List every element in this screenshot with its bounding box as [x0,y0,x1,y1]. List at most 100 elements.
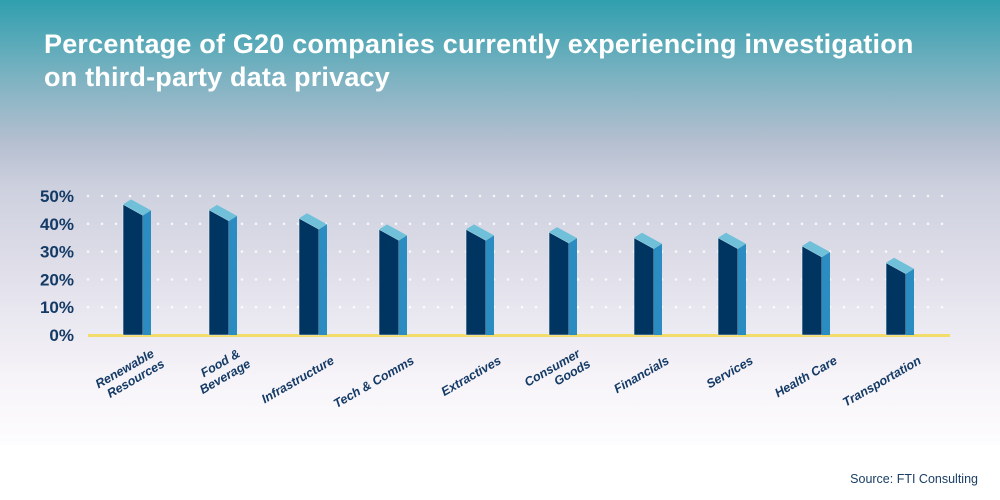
grid-dot [198,278,202,281]
grid-dot [590,222,594,226]
x-tick-label: Transportation [840,353,923,409]
grid-dot [436,305,440,309]
x-tick-label: Infrastructure [259,353,336,406]
grid-dot [674,222,678,226]
grid-dot [548,194,552,198]
grid-dot [352,305,356,309]
grid-dot [940,278,944,281]
grid-dot [940,305,944,309]
grid-dot [534,250,538,253]
grid-dot [646,222,650,226]
grid-dot [478,222,482,226]
grid-dot [506,194,510,198]
grid-dot [702,194,706,198]
grid-dot [856,222,860,226]
grid-dot [282,222,286,226]
grid-dot [898,222,902,226]
grid-dot [828,194,832,198]
grid-dot [296,305,300,309]
bar-top [123,199,151,216]
grid-dot [912,194,916,198]
grid-dot [100,250,104,253]
grid-dot [422,305,426,309]
grid-dot [114,250,118,253]
grid-dot [240,305,244,309]
bar-top [802,241,830,258]
grid-dot [842,194,846,198]
grid-dot [800,194,804,198]
grid-dot [870,250,874,253]
grid-dot [408,305,412,309]
grid-dot [772,305,776,309]
grid-dot [730,222,734,226]
grid-dot [618,278,622,281]
grid-dot [534,305,538,309]
grid-dot [86,222,90,226]
grid-dot [758,194,762,198]
grid-dot [856,305,860,309]
grid-dot [352,278,356,281]
grid-dot [254,305,258,309]
grid-dot [618,305,622,309]
grid-dot [674,278,678,281]
grid-dot [688,305,692,309]
grid-dot [338,250,342,253]
grid-dot [184,278,188,281]
grid-dot [422,278,426,281]
grid-dot [660,222,664,226]
grid-dot [674,250,678,253]
bar-side [143,210,151,335]
grid-dot [142,194,146,198]
grid-dot [492,194,496,198]
grid-dot [450,250,454,253]
grid-dot [926,250,930,253]
grid-dot [226,194,230,198]
grid-dot [268,250,272,253]
grid-dot [366,222,370,226]
bar-front [633,237,655,336]
bar-front [801,245,823,336]
grid-dot [86,278,90,281]
grid-dot [198,194,202,198]
grid-dot [660,194,664,198]
grid-dot [926,222,930,226]
bar-front [298,217,320,336]
grid-dot [268,222,272,226]
x-tick-label: Health Care [772,353,839,400]
x-tick-label: Services [704,353,756,391]
grid-dot [366,305,370,309]
grid-dot [940,194,944,198]
grid-dot [408,194,412,198]
bar-top [886,257,914,274]
y-tick-label: 40% [40,215,74,234]
grid-dot [282,278,286,281]
grid-dot [114,278,118,281]
bar-side [906,268,914,335]
bar-top [718,232,746,249]
grid-dot [898,194,902,198]
chart-title: Percentage of G20 companies currently ex… [44,29,914,92]
grid-dot [912,250,916,253]
grid-dot [114,222,118,226]
grid-dot [576,278,580,281]
grid-dot [380,194,384,198]
grid-dot [772,194,776,198]
grid-dot [562,194,566,198]
grid-dot [520,278,524,281]
y-tick-label: 10% [40,298,74,317]
grid-dot [338,222,342,226]
grid-dot [548,222,552,226]
bar-front [122,203,144,336]
grid-dot [576,222,580,226]
grid-dot [786,305,790,309]
grid-dot [772,278,776,281]
grid-dot [590,194,594,198]
x-tick-label: Financials [612,353,672,396]
grid-dot [534,278,538,281]
bar-top [634,232,662,249]
bar-side [486,235,494,335]
grid-dot [576,194,580,198]
grid-dot [702,278,706,281]
grid-dot [744,194,748,198]
